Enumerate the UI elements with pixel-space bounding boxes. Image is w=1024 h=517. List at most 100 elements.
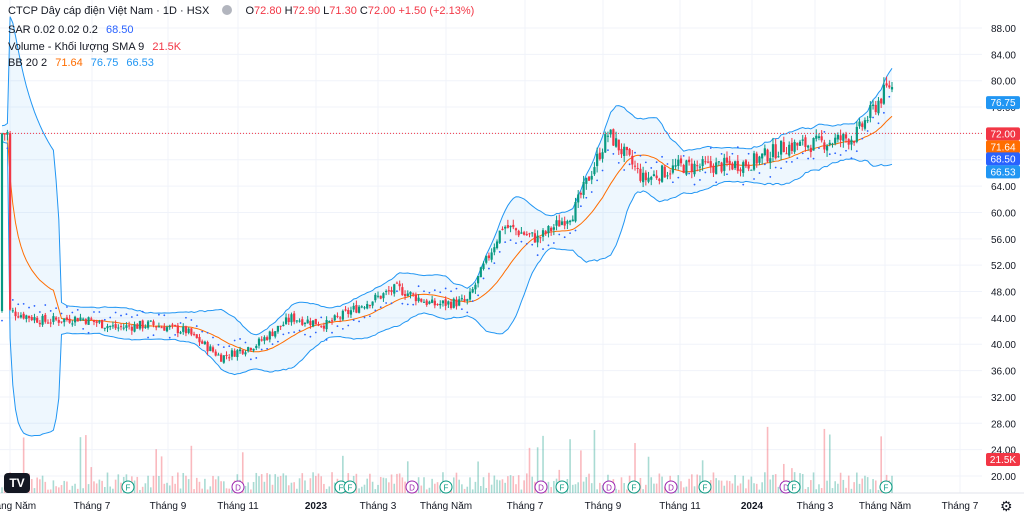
volume-bar [526, 473, 528, 493]
candle-body [111, 325, 115, 327]
candle-body [690, 163, 693, 173]
candle-body [374, 294, 377, 301]
volume-bar [103, 487, 106, 493]
sar-dot [141, 310, 144, 313]
candle-body [869, 104, 872, 118]
volume-bar [828, 434, 831, 493]
volume-bar [206, 489, 209, 493]
sar-dot [396, 290, 398, 293]
candle-body [206, 342, 209, 352]
candle-body [744, 160, 748, 167]
tradingview-logo[interactable]: TV [4, 473, 30, 493]
price-axis-badge [986, 127, 1020, 141]
volume-bar [877, 489, 880, 493]
candle-body [742, 162, 745, 173]
sar-dot [423, 290, 425, 293]
legend-sar[interactable]: SAR 0.02 0.02 0.2 68.50 [8, 24, 134, 36]
sar-dot [439, 291, 442, 294]
price-axis-badge [986, 165, 1020, 179]
sar-dot [736, 146, 739, 149]
event-marker [343, 480, 357, 494]
candle-body [779, 140, 783, 155]
candle-body [612, 129, 615, 146]
sar-dot [298, 329, 301, 332]
sar-dot [358, 320, 360, 323]
volume-bar [401, 477, 404, 493]
candle-body [425, 300, 428, 305]
event-marker-label: F [348, 484, 353, 493]
volume-bar [455, 472, 458, 493]
candle-body [485, 255, 488, 263]
candle-body [141, 320, 144, 329]
volume-bar [279, 475, 282, 493]
candle-body [130, 326, 133, 331]
sar-dot [850, 157, 853, 160]
volume-bar [490, 484, 493, 493]
volume-bar [655, 483, 658, 493]
sar-dot [157, 313, 160, 316]
candle-body [693, 163, 696, 175]
volume-bar [823, 428, 826, 493]
open-value: 72.80 [254, 5, 282, 17]
sar-dot [769, 176, 772, 178]
sar-dot [49, 310, 52, 312]
candle-body [14, 311, 17, 317]
candle-body [587, 176, 591, 181]
candle-body [152, 321, 155, 326]
sar-dot [780, 167, 782, 170]
sar-dot [834, 152, 837, 155]
volume-bar [396, 473, 398, 493]
candle-body [144, 326, 147, 328]
volume-bar [834, 481, 836, 493]
candle-body [57, 319, 60, 323]
price-tick-label: 40.00 [991, 340, 1016, 351]
volume-bar [212, 475, 214, 493]
candle-body [268, 331, 271, 340]
sar-dot [287, 332, 290, 334]
sar-dot [352, 319, 355, 321]
candle-body [723, 157, 726, 171]
symbol-title: CTCP Dây cáp điện Việt Nam · 1D · HSX [8, 5, 210, 17]
candle-body [541, 230, 545, 237]
indicator-name: Volume - Khối lượng SMA 9 [8, 41, 145, 53]
volume-bar [866, 477, 869, 493]
volume-bar [536, 447, 539, 493]
candle-body [460, 298, 463, 300]
volume-bar [764, 472, 766, 493]
volume-bar [582, 481, 585, 493]
volume-bar [542, 435, 544, 493]
candle-body [717, 161, 720, 163]
candle-body [192, 333, 196, 335]
volume-bar [388, 482, 390, 493]
volume-bar [517, 475, 520, 493]
sar-dot [320, 316, 323, 319]
volume-bar [155, 449, 157, 493]
indicator-name: BB 20 2 [8, 57, 48, 69]
sar-dot [563, 236, 566, 239]
sar-dot [130, 316, 133, 318]
gear-icon[interactable]: ⚙ [1000, 498, 1013, 514]
volume-bar [287, 485, 290, 493]
candle-body [385, 291, 388, 293]
candle-body [709, 161, 712, 168]
legend-volume[interactable]: Volume - Khối lượng SMA 9 21.5K [8, 41, 181, 53]
sar-dot [217, 343, 220, 346]
volume-bar [71, 485, 74, 493]
sar-dot [888, 95, 891, 98]
sar-dot [76, 308, 79, 311]
indicator-value: 68.50 [105, 24, 134, 36]
sar-dot [785, 160, 788, 163]
legend-bb[interactable]: BB 20 2 71.64 76.75 66.53 [8, 57, 154, 69]
candle-body [823, 142, 826, 150]
volume-bar [309, 478, 312, 493]
volume-bar [858, 483, 861, 493]
event-marker-label: F [884, 484, 889, 493]
candle-body [190, 328, 193, 335]
indicator-value: 66.53 [126, 57, 154, 69]
candle-body [471, 289, 474, 293]
sar-dot [682, 154, 685, 157]
candle-body [255, 346, 258, 349]
sar-dot [872, 116, 874, 119]
volume-bar [255, 472, 258, 493]
